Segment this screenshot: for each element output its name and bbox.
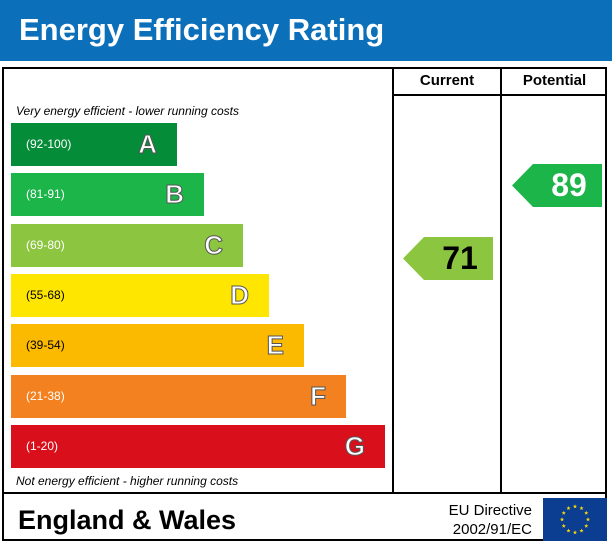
footer-region: England & Wales <box>18 505 237 535</box>
caption-top: Very energy efficient - lower running co… <box>16 104 239 118</box>
band-range-label: (39-54) <box>26 338 65 352</box>
column-divider-current <box>392 67 394 494</box>
potential-arrow-polygon <box>512 164 602 207</box>
band-letter: D <box>230 280 250 311</box>
eu-star-icon <box>559 517 565 522</box>
rating-frame <box>2 67 607 541</box>
column-header-divider <box>392 94 607 96</box>
potential-arrow-shape <box>512 164 602 207</box>
rating-band-b: (81-91) B <box>11 173 204 216</box>
band-letter: G <box>344 431 365 462</box>
potential-rating-value: 89 <box>551 167 587 203</box>
rating-band-e: (39-54) E <box>11 324 304 367</box>
band-letter: E <box>266 330 284 361</box>
potential-rating-arrow: 89 <box>512 164 602 207</box>
eu-star-icon <box>572 530 578 535</box>
column-divider-potential <box>500 67 502 494</box>
rating-band-c: (69-80) C <box>11 224 243 267</box>
current-rating-value: 71 <box>442 240 478 276</box>
band-letter: B <box>165 179 185 210</box>
header-bar: Energy Efficiency Rating <box>0 0 612 61</box>
eu-star-icon <box>561 510 566 515</box>
rating-band-d: (55-68) D <box>11 274 269 317</box>
column-header-current: Current <box>419 72 475 89</box>
eu-star-icon <box>584 523 589 528</box>
band-range-label: (1-20) <box>26 439 59 453</box>
band-range-label: (81-91) <box>26 187 65 201</box>
eu-star-icon <box>566 528 571 533</box>
eu-star-icon <box>579 506 584 511</box>
eu-star-icon <box>584 510 589 515</box>
eu-star-icon <box>566 506 571 511</box>
eu-star-icon <box>585 517 591 522</box>
rating-band-f: (21-38) F <box>11 375 346 418</box>
band-range-label: (92-100) <box>26 137 72 151</box>
footer-divider <box>2 492 607 494</box>
current-rating-arrow: 71 <box>403 237 493 280</box>
band-letter: A <box>138 129 158 160</box>
band-range-label: (21-38) <box>26 389 65 403</box>
page-title: Energy Efficiency Rating <box>19 12 385 47</box>
band-range-label: (55-68) <box>26 288 65 302</box>
eu-star-icon <box>579 528 584 533</box>
eu-star-icon <box>572 504 578 509</box>
eu-stars-icon <box>559 504 591 535</box>
band-range-label: (69-80) <box>26 238 65 252</box>
eu-star-icon <box>561 523 566 528</box>
current-arrow-polygon <box>403 237 493 280</box>
rating-band-a: (92-100) A <box>11 123 177 166</box>
column-header-potential: Potential <box>522 72 587 89</box>
directive-line-2: 2002/91/EC <box>452 521 532 538</box>
eu-flag-icon <box>543 498 607 541</box>
caption-bottom: Not energy efficient - higher running co… <box>16 474 239 488</box>
band-letter: C <box>204 230 224 261</box>
directive-line-1: EU Directive <box>448 502 532 519</box>
current-arrow-shape <box>403 237 493 280</box>
rating-band-g: (1-20) G <box>11 425 385 468</box>
band-letter: F <box>310 381 327 412</box>
